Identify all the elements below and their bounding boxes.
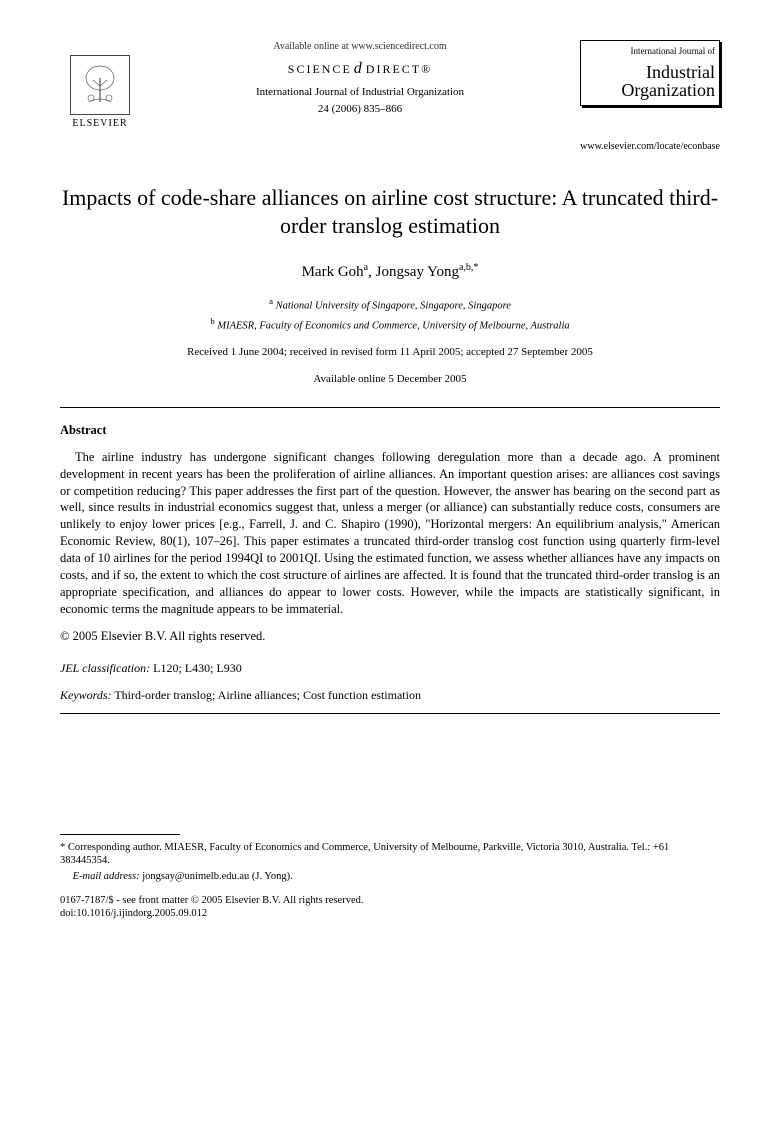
abstract-copyright: © 2005 Elsevier B.V. All rights reserved… [60, 628, 720, 645]
available-online-text: Available online at www.sciencedirect.co… [150, 40, 570, 54]
history-line1: Received 1 June 2004; received in revise… [60, 345, 720, 360]
keywords-line: Keywords: Third-order translog; Airline … [60, 687, 720, 703]
publisher-name: ELSEVIER [72, 117, 127, 131]
corresponding-author-footnote: * Corresponding author. MIAESR, Faculty … [60, 841, 720, 868]
divider-bottom [60, 713, 720, 714]
footer-line1: 0167-7187/$ - see front matter © 2005 El… [60, 894, 720, 908]
journal-cover-box: International Journal of Industrial Orga… [580, 40, 720, 106]
elsevier-tree-icon [70, 55, 130, 115]
affiliation-b: b MIAESR, Faculty of Economics and Comme… [60, 316, 720, 334]
divider-top [60, 407, 720, 408]
keywords-label: Keywords: [60, 688, 112, 702]
keywords-value: Third-order translog; Airline alliances;… [112, 688, 421, 702]
corr-label: * Corresponding author. [60, 842, 164, 853]
center-header: Available online at www.sciencedirect.co… [140, 40, 580, 119]
email-label: E-mail address: [73, 871, 140, 882]
affil-a-text: National University of Singapore, Singap… [273, 300, 511, 311]
affiliation-a: a National University of Singapore, Sing… [60, 296, 720, 314]
journal-box-main1: Industrial [585, 63, 715, 81]
jel-line: JEL classification: L120; L430; L930 [60, 660, 720, 676]
abstract-heading: Abstract [60, 422, 720, 439]
header-row: ELSEVIER Available online at www.science… [60, 40, 720, 130]
journal-box-top: International Journal of [585, 47, 715, 57]
author-2-affil-sup: a,b,* [459, 262, 478, 273]
abstract-body: The airline industry has undergone signi… [60, 449, 720, 618]
journal-ref-line2: 24 (2006) 835–866 [150, 102, 570, 117]
email-value: jongsay@unimelb.edu.au (J. Yong). [140, 871, 293, 882]
locate-url: www.elsevier.com/locate/econbase [60, 140, 720, 154]
footnote-separator [60, 834, 180, 835]
authors: Mark Goha, Jongsay Yonga,b,* [60, 261, 720, 282]
author-2: Jongsay Yong [376, 264, 459, 280]
journal-ref-line1: International Journal of Industrial Orga… [150, 85, 570, 100]
author-1: Mark Goh [302, 264, 364, 280]
footer-line2: doi:10.1016/j.ijindorg.2005.09.012 [60, 907, 720, 921]
jel-value: L120; L430; L930 [150, 661, 242, 675]
jel-label: JEL classification: [60, 661, 150, 675]
email-footnote: E-mail address: jongsay@unimelb.edu.au (… [60, 870, 720, 884]
journal-box-main2: Organization [585, 81, 715, 99]
sd-left: SCIENCE [288, 62, 352, 76]
sd-d-icon: d [354, 60, 364, 77]
footer-block: 0167-7187/$ - see front matter © 2005 El… [60, 894, 720, 921]
history-line2: Available online 5 December 2005 [60, 372, 720, 387]
article-title: Impacts of code-share alliances on airli… [60, 184, 720, 241]
author-separator: , [368, 264, 376, 280]
affil-b-text: MIAESR, Faculty of Economics and Commerc… [215, 320, 570, 331]
sciencedirect-logo: SCIENCEdDIRECT® [150, 58, 570, 80]
publisher-logo: ELSEVIER [60, 40, 140, 130]
sd-right: DIRECT® [366, 62, 432, 76]
